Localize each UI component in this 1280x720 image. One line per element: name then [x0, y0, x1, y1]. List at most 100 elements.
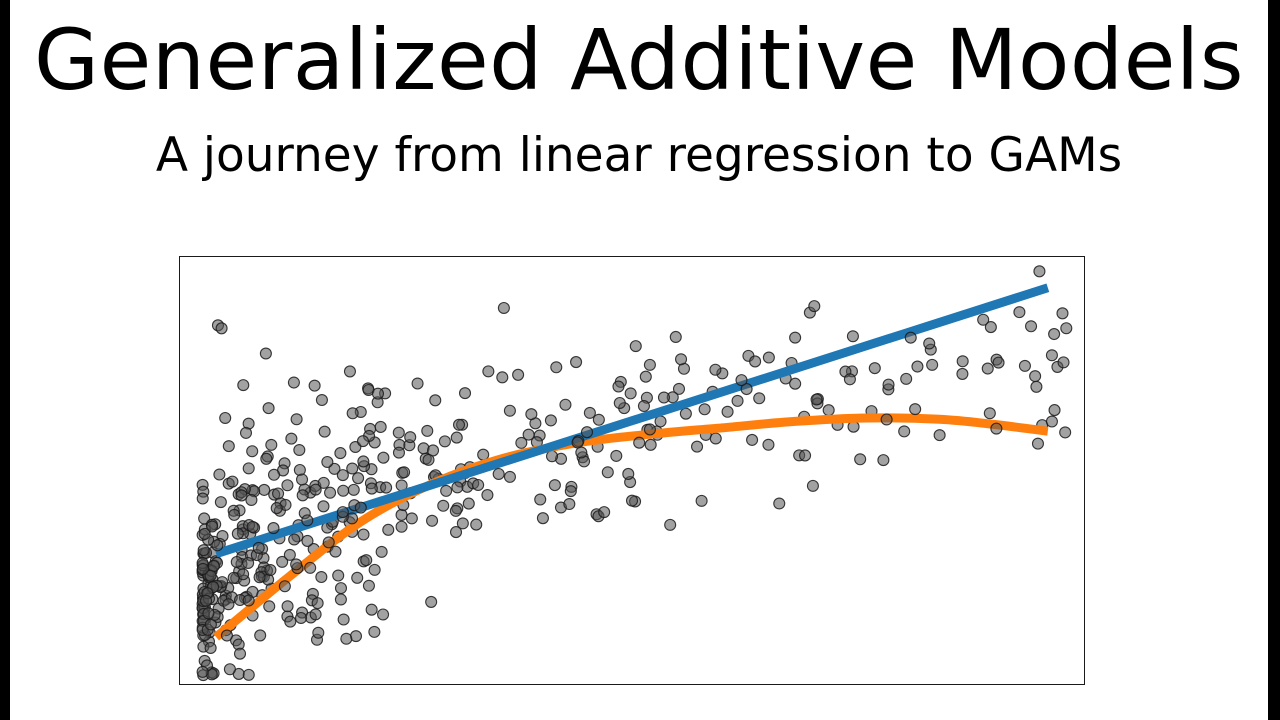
scatter-point — [270, 502, 283, 515]
scatter-point — [956, 367, 969, 380]
scatter-point — [264, 564, 277, 577]
scatter-point — [380, 481, 393, 494]
scatter-point — [371, 387, 385, 400]
scatter-point — [731, 394, 744, 407]
scatter-point — [612, 380, 625, 393]
scatter-point — [559, 398, 572, 411]
scatter-point — [395, 508, 408, 521]
scatter-point — [1033, 265, 1046, 278]
scatter-point — [246, 520, 259, 533]
scatter-point — [312, 626, 325, 639]
scatter-point — [806, 479, 819, 492]
scatter-point — [877, 454, 890, 467]
scatter-point — [624, 387, 637, 400]
scatter-point — [1060, 322, 1073, 335]
scatter-point — [983, 407, 996, 420]
scatter-point — [571, 436, 584, 449]
scatter-point — [253, 571, 266, 584]
scatter-point — [497, 301, 510, 315]
scatter-point — [214, 496, 227, 509]
scatter-point — [746, 433, 759, 446]
scatter-point — [332, 569, 345, 582]
scatter-point — [898, 425, 911, 438]
scatter-point — [789, 331, 802, 344]
scatter-point — [472, 478, 485, 491]
scatter-point — [854, 453, 867, 466]
scatter-point — [564, 485, 577, 498]
scatter-point — [337, 613, 350, 626]
scatter-point — [368, 563, 381, 576]
scatter-point — [426, 514, 439, 527]
scatter-point — [1025, 320, 1038, 333]
scatter-point — [429, 394, 442, 407]
scatter-point — [311, 597, 324, 610]
scatter-point — [357, 455, 370, 468]
scatter-point — [496, 371, 509, 384]
scatter-point — [592, 413, 605, 426]
scatter-point — [643, 423, 656, 436]
scatter-point — [563, 497, 576, 511]
scatter-point — [365, 603, 378, 616]
scatter-point — [354, 501, 367, 514]
scatter-point — [352, 472, 365, 485]
scatter-point — [222, 598, 235, 611]
plot-frame — [179, 256, 1085, 685]
scatter-point — [598, 506, 611, 519]
scatter-point — [583, 406, 596, 419]
scatter-point — [923, 337, 936, 350]
scatter-point — [226, 475, 239, 488]
scatter-point — [882, 378, 895, 391]
slide-stage: Generalized Additive Models A journey fr… — [10, 0, 1268, 720]
scatter-point — [669, 330, 682, 343]
scatter-point — [252, 541, 265, 554]
scatter-point — [237, 379, 250, 392]
scatter-point — [664, 518, 677, 531]
scatter-point — [374, 420, 387, 433]
scatter-point — [451, 481, 464, 494]
page-subtitle: A journey from linear regression to GAMs — [155, 128, 1123, 183]
scatter-point — [329, 545, 342, 558]
scatter-point — [296, 489, 309, 502]
scatter-point — [452, 418, 466, 431]
scatter-point — [956, 355, 969, 368]
scatter-point — [254, 629, 267, 642]
scatter-point — [990, 422, 1003, 435]
scatter-point — [672, 382, 686, 395]
scatter-point — [246, 445, 259, 458]
scatter-point — [643, 358, 656, 371]
scatter-points-overlay-layer — [196, 265, 1072, 678]
scatter-point — [340, 632, 353, 645]
scatter-point — [309, 483, 322, 496]
scatter-point — [525, 408, 538, 421]
scatter-point — [904, 331, 917, 344]
scatter-point — [392, 446, 406, 459]
scatter-point — [321, 455, 334, 468]
scatter-point — [290, 558, 303, 571]
scatter-point — [346, 462, 359, 475]
scatter-point — [503, 470, 516, 483]
scatter-point — [880, 413, 893, 426]
scatter-point — [258, 483, 271, 496]
scatter-point — [1045, 349, 1058, 362]
scatter-point — [440, 484, 453, 497]
scatter-point — [346, 407, 359, 420]
scatter-point — [405, 512, 418, 525]
scatter-point — [773, 497, 786, 510]
scatter-point — [639, 370, 652, 383]
scatter-point — [536, 512, 549, 525]
scatter-point — [1029, 370, 1042, 383]
scatter-point — [223, 663, 236, 676]
scatter-point — [301, 514, 314, 527]
scatter-point — [481, 489, 494, 502]
scatter-point — [239, 426, 253, 439]
scatter-point — [382, 523, 395, 536]
scatter-point — [242, 462, 255, 475]
scatter-point — [204, 569, 217, 582]
scatter-point — [698, 403, 711, 416]
scatter-point — [1048, 404, 1061, 417]
scatter-point — [977, 313, 990, 326]
scatter-point — [482, 365, 495, 378]
scatter-point — [284, 615, 297, 628]
scatter-point — [265, 438, 278, 451]
scatter-point — [900, 372, 913, 385]
